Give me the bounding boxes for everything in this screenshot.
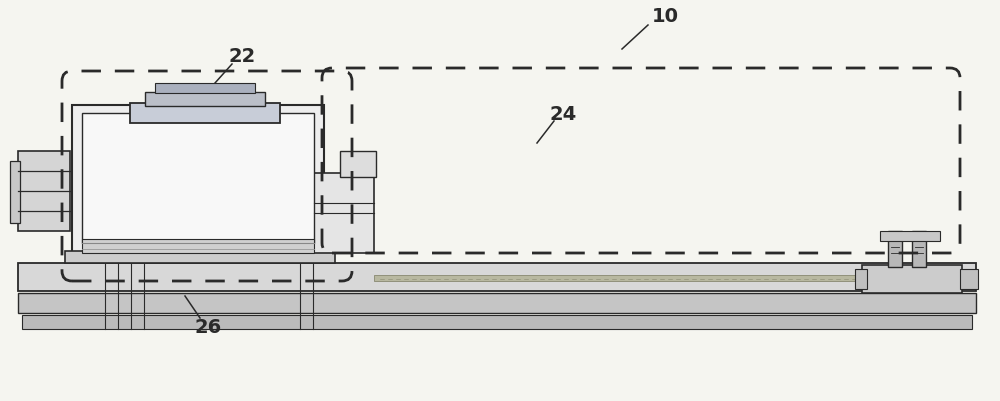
Bar (880, 231, 940, 241)
Bar (888, 231, 902, 267)
Bar (960, 269, 978, 289)
Bar (314, 174, 374, 253)
Text: 24: 24 (549, 104, 577, 123)
Bar (855, 269, 867, 289)
Bar (130, 104, 280, 124)
Bar (72, 106, 324, 253)
Bar (340, 152, 376, 178)
Bar (155, 84, 255, 94)
Text: 26: 26 (194, 318, 222, 337)
Bar (65, 251, 335, 263)
Bar (22, 315, 972, 329)
Bar (145, 93, 265, 107)
Bar (82, 239, 314, 253)
Bar (374, 275, 880, 281)
Bar (912, 231, 926, 267)
Bar (18, 293, 976, 313)
Text: 22: 22 (228, 47, 256, 66)
Bar (18, 152, 70, 231)
Bar (18, 263, 976, 291)
Text: 10: 10 (652, 8, 678, 26)
Bar (82, 114, 314, 243)
Bar (862, 265, 962, 293)
Bar (10, 162, 20, 223)
